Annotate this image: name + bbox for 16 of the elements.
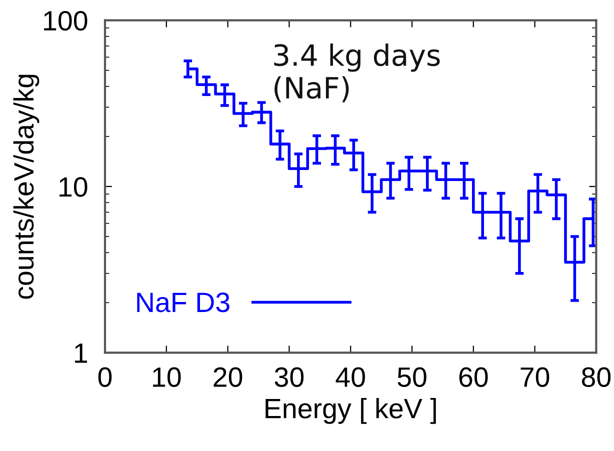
y-tick-label: 100 — [44, 10, 88, 31]
y-axis-title: counts/keV/day/kg — [13, 74, 40, 299]
x-tick-label: 60 — [459, 367, 488, 387]
x-tick-label: 0 — [98, 367, 112, 387]
annotation: 3.4 kg days (NaF) — [274, 44, 440, 102]
x-tick-label: 70 — [520, 367, 550, 387]
x-tick-label: 20 — [214, 367, 242, 387]
y-tick-label: 1 — [75, 344, 87, 363]
x-axis-title: Energy [ keV ] — [266, 398, 436, 424]
x-tick-label: 40 — [336, 367, 365, 387]
x-tick-label: 30 — [274, 367, 304, 387]
x-tick-label: 80 — [582, 367, 611, 387]
legend-label: NaF D3 — [137, 292, 230, 312]
y-tick-label: 10 — [60, 177, 88, 197]
x-tick-label: 10 — [153, 367, 181, 387]
x-tick-label: 50 — [398, 367, 426, 387]
